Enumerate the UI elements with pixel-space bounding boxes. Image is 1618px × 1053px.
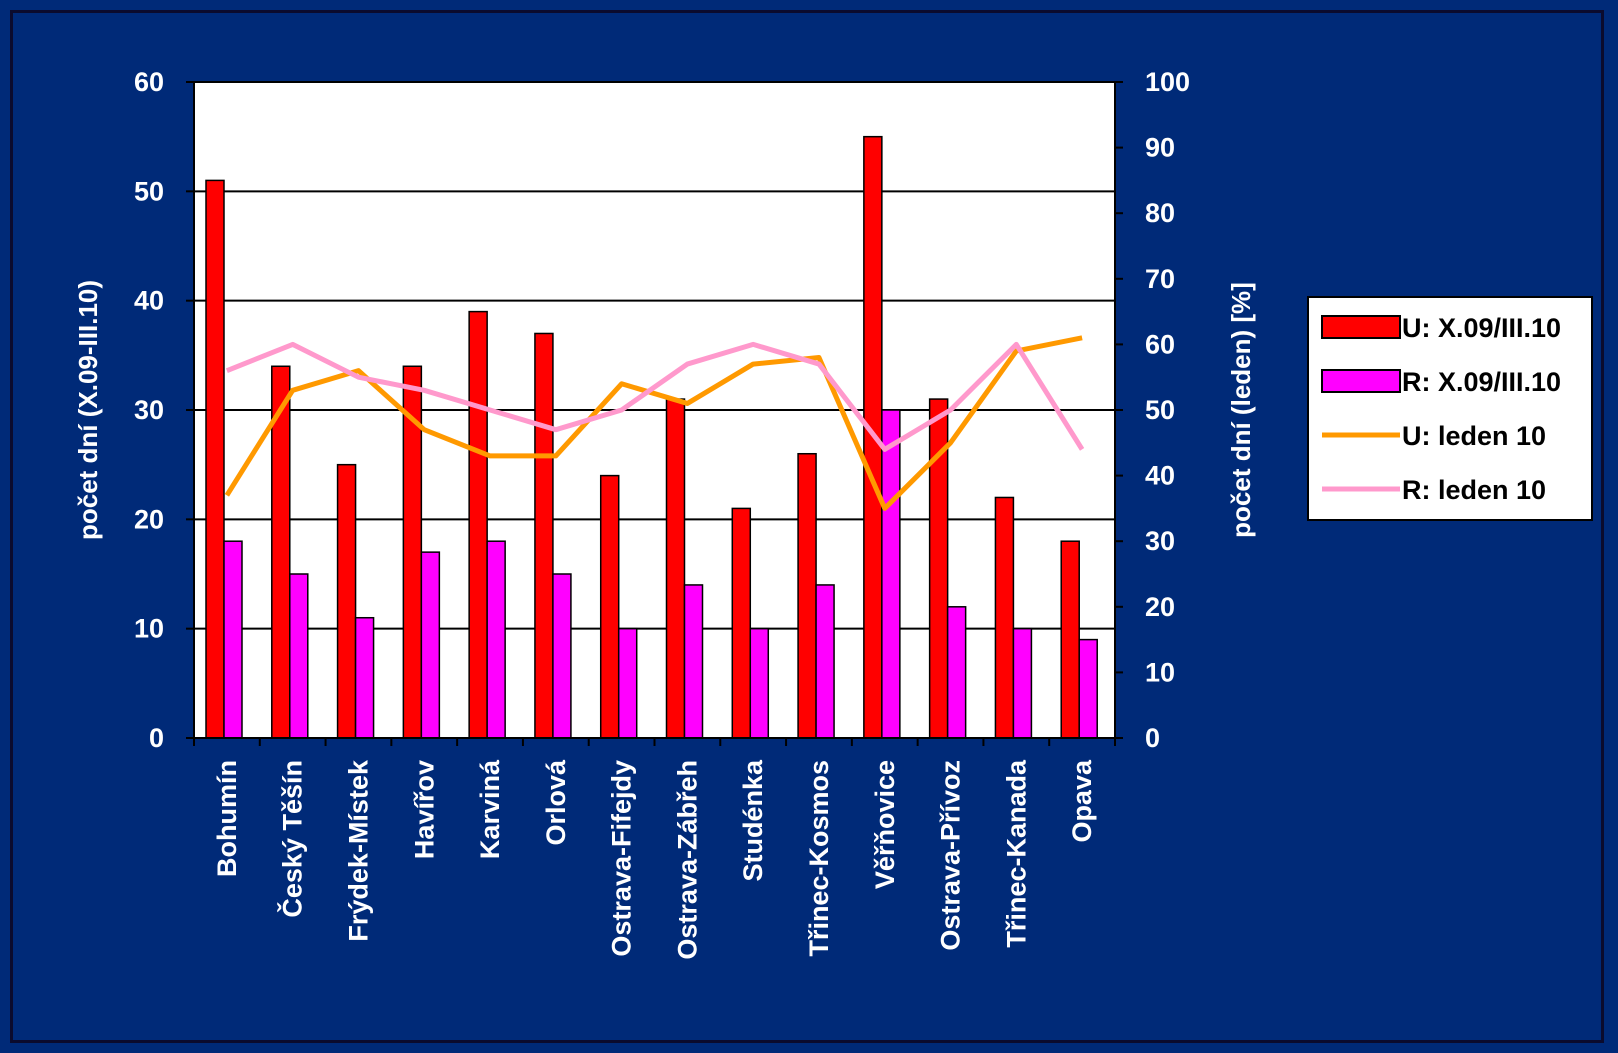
- left-tick-label: 10: [134, 614, 164, 644]
- left-tick-label: 20: [134, 504, 164, 534]
- series-lines: [224, 335, 1085, 511]
- category-label: Studénka: [738, 759, 768, 882]
- category-labels: Bohumín Český Těšín Frýdek-Místek Havířov Ka…: [212, 759, 1097, 960]
- right-tick-label: 0: [1145, 723, 1160, 753]
- bar-r-13: [1078, 638, 1098, 739]
- bar-r-12: [1012, 627, 1033, 739]
- legend-label: R: X.09/III.10: [1402, 367, 1561, 397]
- category-label: Karviná: [475, 759, 505, 859]
- left-tick-label: 0: [149, 723, 164, 753]
- bar-r-5: [552, 573, 572, 739]
- category-label: Třinec-Kanada: [1001, 759, 1031, 948]
- category-label: Věřňovice: [870, 760, 900, 889]
- bar-u-6: [599, 474, 620, 739]
- legend-label: U: X.09/III.10: [1402, 313, 1561, 343]
- line-r-leden: [225, 341, 1085, 452]
- y-axis-title: počet dní (X.09-III.10): [73, 280, 103, 540]
- legend-swatch: [1321, 315, 1401, 339]
- bars: [205, 135, 1098, 739]
- category-label: Orlová: [541, 759, 571, 846]
- bar-u-7: [665, 398, 686, 739]
- bar-r-8: [749, 627, 770, 739]
- legend-swatch: [1321, 369, 1401, 393]
- bar-r-6: [617, 627, 638, 739]
- category-label: Opava: [1067, 759, 1097, 843]
- right-tick-label: 50: [1145, 395, 1175, 425]
- bar-r-4: [486, 540, 506, 739]
- bar-u-8: [731, 507, 752, 739]
- bar-r-1: [289, 573, 309, 739]
- left-axis-ticks: 0 10 20 30 40 50 60: [134, 67, 194, 753]
- bar-u-12: [994, 496, 1015, 739]
- category-label: Havířov: [409, 760, 439, 859]
- right-tick-label: 60: [1145, 329, 1175, 359]
- left-tick-label: 40: [134, 286, 164, 316]
- right-tick-label: 10: [1145, 657, 1175, 687]
- left-tick-label: 50: [134, 176, 164, 206]
- category-label: Frýdek-Místek: [343, 759, 373, 942]
- right-tick-label: 70: [1145, 264, 1175, 294]
- category-label: Bohumín: [212, 760, 242, 877]
- bar-u-4: [468, 310, 488, 739]
- bar-r-3: [420, 551, 441, 739]
- right-tick-label: 20: [1145, 592, 1175, 622]
- right-tick-label: 90: [1145, 133, 1175, 163]
- category-label: Český Těšín: [277, 760, 308, 918]
- bar-u-13: [1060, 540, 1080, 739]
- bar-u-9: [797, 452, 817, 739]
- bar-r-7: [683, 584, 704, 739]
- right-tick-label: 30: [1145, 526, 1175, 556]
- bar-r-11: [946, 606, 967, 739]
- right-tick-label: 100: [1145, 67, 1190, 97]
- category-label: Ostrava-Přívoz: [936, 760, 966, 951]
- bar-r-10: [881, 409, 901, 739]
- right-axis-ticks: 0 10 20 30 40 50 60 70 80 90 100: [1115, 67, 1190, 753]
- bar-u-5: [534, 332, 554, 739]
- left-tick-label: 30: [134, 395, 164, 425]
- legend-label: U: leden 10: [1402, 421, 1546, 451]
- category-label: Ostrava-Zábřeh: [672, 760, 702, 960]
- bar-u-2: [336, 463, 357, 739]
- left-tick-label: 60: [134, 67, 164, 97]
- y2-axis-title: počet dní (leden) [%]: [1226, 282, 1256, 538]
- bar-r-0: [223, 540, 243, 739]
- category-label: Ostrava-Fifejdy: [607, 760, 637, 957]
- right-tick-label: 80: [1145, 198, 1175, 228]
- legend-label: R: leden 10: [1402, 475, 1546, 505]
- bar-r-9: [815, 584, 835, 739]
- legend: U: X.09/III.10 R: X.09/III.10 U: leden 10 R…: [1307, 296, 1593, 521]
- bar-u-0: [205, 179, 225, 739]
- right-tick-label: 40: [1145, 461, 1175, 491]
- category-label: Třinec-Kosmos: [804, 760, 834, 957]
- bar-r-2: [354, 616, 375, 739]
